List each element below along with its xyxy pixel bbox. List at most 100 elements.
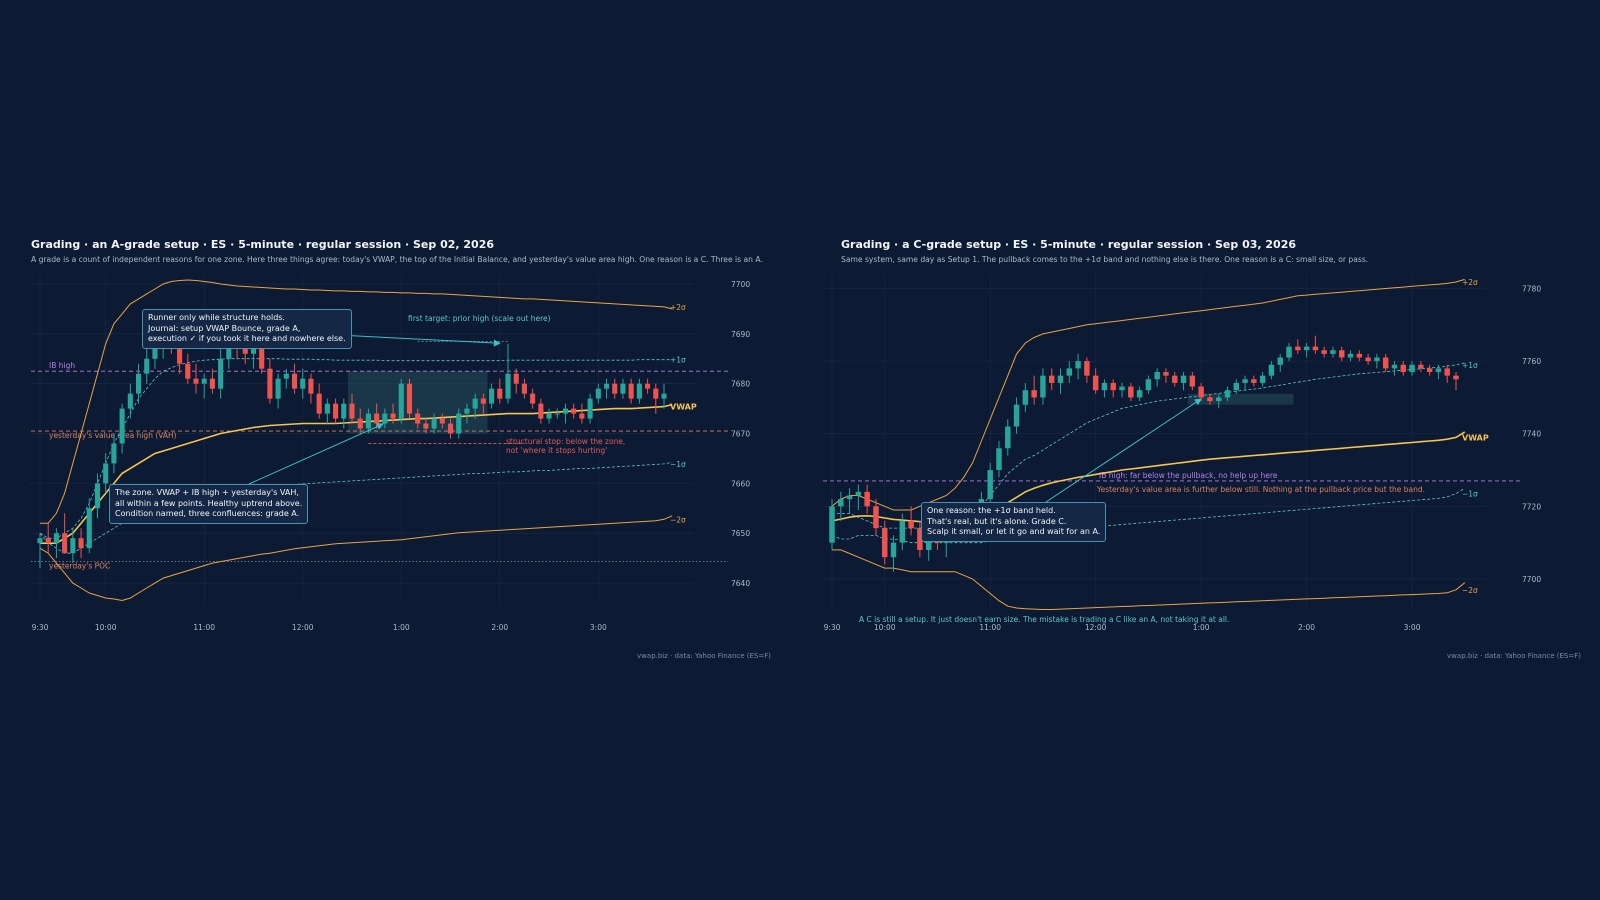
candle-body	[111, 443, 117, 464]
candle-body	[1031, 390, 1037, 398]
x-tick-label: 1:00	[393, 623, 410, 632]
candle-body	[1145, 379, 1152, 391]
candle-body	[1409, 364, 1415, 373]
candle-body	[341, 403, 347, 419]
candle-body	[1382, 357, 1389, 369]
candle-body	[661, 393, 667, 399]
stop-label: structural stop: below the zone, not 'whe…	[506, 437, 625, 455]
candle-body	[365, 413, 371, 429]
x-tick-label: 1:00	[1193, 623, 1210, 632]
candle-body	[1189, 375, 1196, 387]
candle-body	[890, 542, 897, 558]
x-tick-label: 10:00	[95, 623, 117, 632]
candle-body	[333, 403, 339, 419]
plus1-line	[832, 362, 1465, 529]
x-tick-label: 11:00	[979, 623, 1001, 632]
candle-body	[864, 491, 870, 507]
candle-body	[415, 413, 421, 424]
candle-body	[275, 378, 281, 399]
footer-note: A C is still a setup. It just doesn't ea…	[859, 615, 1229, 624]
candle-body	[423, 423, 429, 429]
candle-body	[62, 533, 68, 554]
candle-body	[620, 383, 626, 394]
candle-body	[505, 373, 511, 399]
plus2-line	[831, 278, 1465, 511]
candle-body	[829, 506, 835, 543]
candle-body	[127, 393, 133, 409]
ib-high-label: IB high	[49, 361, 75, 370]
x-tick-label: 2:00	[491, 623, 508, 632]
x-tick-label: 3:00	[1404, 623, 1421, 632]
x-tick-label: 10:00	[874, 623, 896, 632]
y-tick-label: 7700	[1522, 575, 1541, 584]
candle-body	[1119, 386, 1125, 391]
y-tick-label: 7760	[1522, 357, 1541, 366]
candle-body	[45, 538, 51, 544]
candle-body	[1101, 382, 1108, 391]
confluence-zone	[1187, 393, 1294, 405]
candle-body	[1163, 372, 1169, 376]
minus2-line	[39, 515, 673, 602]
candle-body	[1048, 375, 1055, 383]
candle-body	[612, 383, 618, 394]
band-arrow	[1045, 398, 1202, 503]
y-tick-label: 7700	[731, 280, 750, 289]
candle-body	[1233, 382, 1240, 391]
chart-panel-c-grade: Grading · a C-grade setup · ES · 5-minut…	[822, 238, 1600, 668]
candle-body	[1005, 426, 1011, 449]
candle-body	[218, 358, 224, 389]
plus2-label: +2σ	[1462, 278, 1478, 287]
candle-body	[1022, 390, 1029, 405]
candle-body	[37, 538, 43, 544]
candle-body	[1180, 375, 1187, 383]
candle-body	[382, 413, 388, 424]
candle-body	[562, 408, 569, 414]
y-tick-label: 7720	[1522, 502, 1541, 511]
x-tick-label: 9:30	[824, 623, 841, 632]
candle-body	[447, 423, 454, 434]
candle-body	[86, 508, 92, 549]
candle-body	[201, 378, 207, 384]
y-tick-label: 7650	[731, 529, 750, 538]
candle-body	[1128, 386, 1134, 398]
candle-body	[103, 463, 109, 484]
candle-body	[177, 348, 183, 364]
poc-label: yesterday's POC	[49, 562, 110, 571]
plus1-line	[39, 358, 673, 539]
candle-body	[1286, 346, 1292, 358]
x-tick-label: 3:00	[590, 623, 607, 632]
candle-body	[1066, 368, 1073, 376]
candle-body	[374, 413, 380, 424]
candle-body	[1154, 372, 1160, 380]
candle-body	[267, 368, 273, 399]
candle-body	[1374, 357, 1380, 362]
candle-body	[546, 413, 552, 419]
candle-body	[1400, 364, 1406, 373]
vah-label: yesterday's value area high (VAH)	[49, 431, 177, 440]
candle-body	[1312, 346, 1319, 351]
candle-body	[587, 398, 593, 419]
minus1-label: −1σ	[1462, 490, 1478, 499]
runner-annotation: Runner only while structure holds. Journ…	[142, 309, 352, 349]
candle-body	[226, 338, 232, 359]
candle-body	[324, 403, 330, 414]
candle-body	[538, 403, 544, 419]
candle-body	[291, 373, 298, 389]
candle-body	[1040, 375, 1046, 398]
candle-body	[925, 535, 932, 550]
candlestick-chart-c-grade: 7700 7720 7740 7760 7780 9:30 10:00 11:00 12:00 1…	[822, 274, 1541, 632]
candle-body	[349, 403, 355, 419]
candle-body	[308, 378, 314, 394]
candle-body	[357, 418, 363, 429]
y-tick-label: 7740	[1522, 430, 1541, 439]
candle-body	[1295, 346, 1301, 351]
candle-body	[185, 363, 191, 379]
candle-body	[1242, 379, 1248, 383]
chart-title: Grading · an A-grade setup · ES · 5-minu…	[31, 238, 495, 251]
candle-body	[1365, 357, 1371, 362]
chart-subtitle: A grade is a count of independent reason…	[31, 255, 763, 264]
candle-body	[628, 383, 634, 399]
data-credit: vwap.biz · data: Yahoo Finance (ES=F)	[1447, 652, 1581, 660]
candle-body	[1259, 375, 1266, 383]
candlestick-chart-a-grade: 7640 7650 7660 7670 7680 7690 7700 9:30 10:00 11:…	[30, 274, 750, 632]
